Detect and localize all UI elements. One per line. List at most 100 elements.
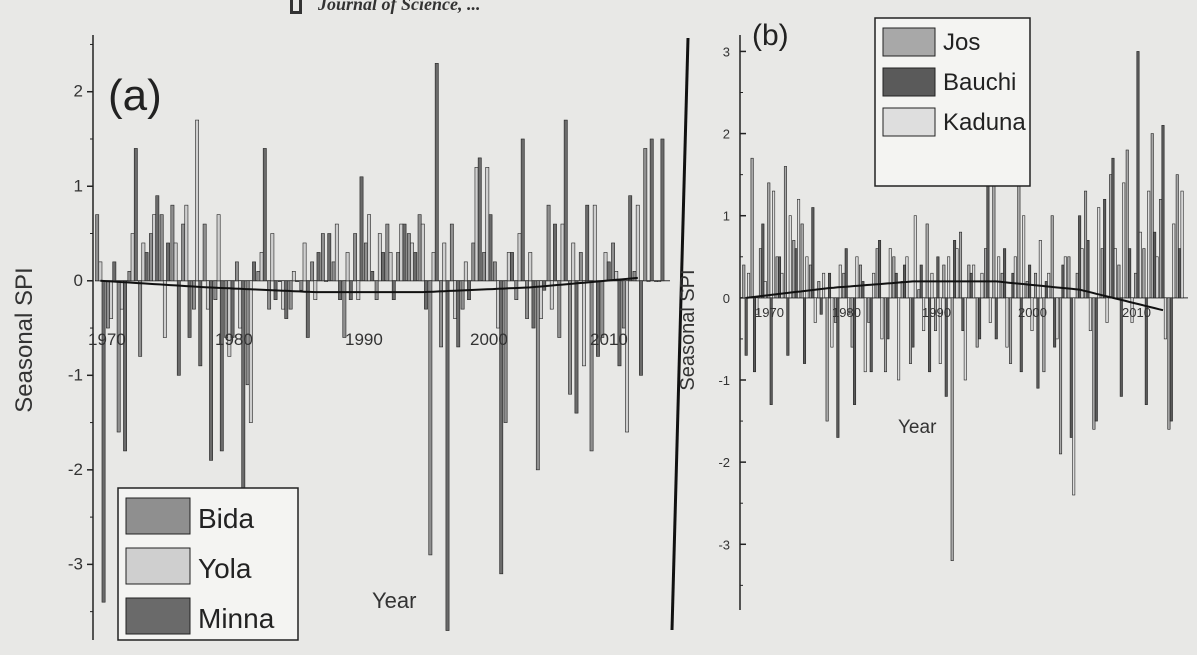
- bar-bida: [310, 261, 315, 282]
- x-tick-label: 2000: [1018, 305, 1047, 320]
- bar-bauchi: [994, 297, 998, 340]
- bar-kaduna: [1055, 297, 1059, 340]
- bar-minna: [606, 261, 611, 282]
- bar-kaduna: [838, 264, 842, 299]
- bar-yola: [506, 252, 511, 282]
- bar-jos: [959, 231, 963, 299]
- x-tick-label: 1990: [922, 305, 951, 320]
- bar-bida: [116, 280, 121, 433]
- bar-kaduna: [1155, 256, 1159, 299]
- bar-kaduna: [905, 256, 909, 299]
- bar-minna: [327, 233, 332, 282]
- bar-bida: [288, 280, 293, 310]
- bar-yola: [281, 280, 285, 310]
- y-axis-label: Seasonal SPI: [11, 267, 38, 412]
- bar-bida: [449, 223, 454, 282]
- bar-kaduna: [1147, 190, 1151, 299]
- bar-jos: [842, 272, 846, 299]
- bar-jos: [883, 297, 887, 373]
- trend-line: [100, 276, 638, 294]
- bar-yola: [205, 280, 210, 310]
- bar-jos: [984, 248, 988, 299]
- bar-jos: [858, 264, 862, 299]
- bar-jos: [917, 289, 921, 299]
- bar-bauchi: [761, 223, 765, 299]
- bar-kaduna: [1113, 248, 1117, 299]
- bar-yola: [334, 223, 339, 282]
- legend-swatch-kaduna: [882, 107, 936, 137]
- bar-yola: [571, 242, 576, 282]
- bar-bida: [611, 242, 615, 282]
- legend-swatch-bauchi: [882, 67, 936, 97]
- bar-kaduna: [938, 297, 942, 364]
- bar-yola: [119, 280, 124, 310]
- bar-minna: [456, 280, 461, 348]
- bar-bauchi: [828, 272, 832, 299]
- bar-minna: [101, 280, 106, 603]
- bar-bauchi: [944, 297, 948, 397]
- bar-bida: [643, 148, 648, 282]
- bar-yola: [324, 280, 328, 282]
- bar-bauchi: [1144, 297, 1148, 405]
- x-tick-label: 1970: [88, 330, 126, 349]
- legend-label-yola: Yola: [198, 553, 252, 584]
- bar-bauchi: [1086, 240, 1090, 299]
- bar-jos: [767, 182, 771, 299]
- bar-yola: [399, 223, 404, 282]
- bar-yola: [485, 167, 490, 282]
- bar-kaduna: [1013, 256, 1017, 299]
- bar-bauchi: [811, 207, 815, 299]
- bar-yola: [98, 261, 103, 282]
- bar-bida: [181, 223, 186, 282]
- bar-kaduna: [1030, 297, 1034, 332]
- x-tick-label: 1970: [755, 305, 784, 320]
- bar-jos: [1175, 174, 1179, 299]
- bar-kaduna: [1047, 272, 1051, 299]
- x-axis-label: Year: [372, 588, 416, 613]
- bar-jos: [892, 256, 896, 299]
- bar-jos: [1000, 272, 1004, 299]
- bar-bida: [428, 280, 433, 556]
- bar-kaduna: [913, 215, 917, 299]
- y-tick-label: 1: [723, 209, 730, 224]
- bar-yola: [216, 214, 221, 282]
- bar-bauchi: [1136, 51, 1140, 299]
- bar-bida: [525, 280, 529, 319]
- legend-swatch-yola: [125, 547, 191, 585]
- bar-bida: [353, 233, 358, 282]
- bar-bida: [224, 280, 229, 338]
- y-tick-label: -2: [68, 460, 83, 479]
- bar-yola: [646, 280, 651, 282]
- bar-jos: [1100, 248, 1104, 299]
- bar-yola: [259, 252, 264, 282]
- panel-label: (b): [752, 19, 789, 52]
- bar-kaduna: [1172, 223, 1176, 299]
- bar-bida: [460, 280, 465, 310]
- x-tick-label: 1990: [345, 330, 383, 349]
- bar-jos: [875, 248, 879, 299]
- bar-bauchi: [778, 256, 782, 299]
- bar-minna: [413, 252, 418, 282]
- bar-bauchi: [1011, 272, 1015, 299]
- bar-jos: [742, 264, 746, 299]
- bar-minna: [477, 157, 482, 282]
- bar-bida: [568, 280, 572, 395]
- bar-minna: [316, 252, 321, 282]
- bar-minna: [155, 195, 160, 282]
- bar-kaduna: [1022, 215, 1026, 299]
- bar-yola: [549, 280, 554, 310]
- bar-jos: [1042, 297, 1046, 373]
- bar-yola: [635, 204, 640, 282]
- bar-yola: [528, 252, 533, 282]
- bar-jos: [800, 223, 804, 299]
- bar-jos: [900, 281, 904, 299]
- bar-bauchi: [1103, 198, 1107, 299]
- bar-yola: [130, 233, 135, 282]
- bar-minna: [230, 280, 235, 338]
- bar-jos: [1050, 215, 1054, 299]
- bar-yola: [291, 271, 296, 282]
- legend-swatch-bida: [125, 497, 191, 535]
- bar-kaduna: [988, 297, 992, 323]
- bar-bauchi: [969, 272, 973, 299]
- bar-yola: [592, 204, 597, 282]
